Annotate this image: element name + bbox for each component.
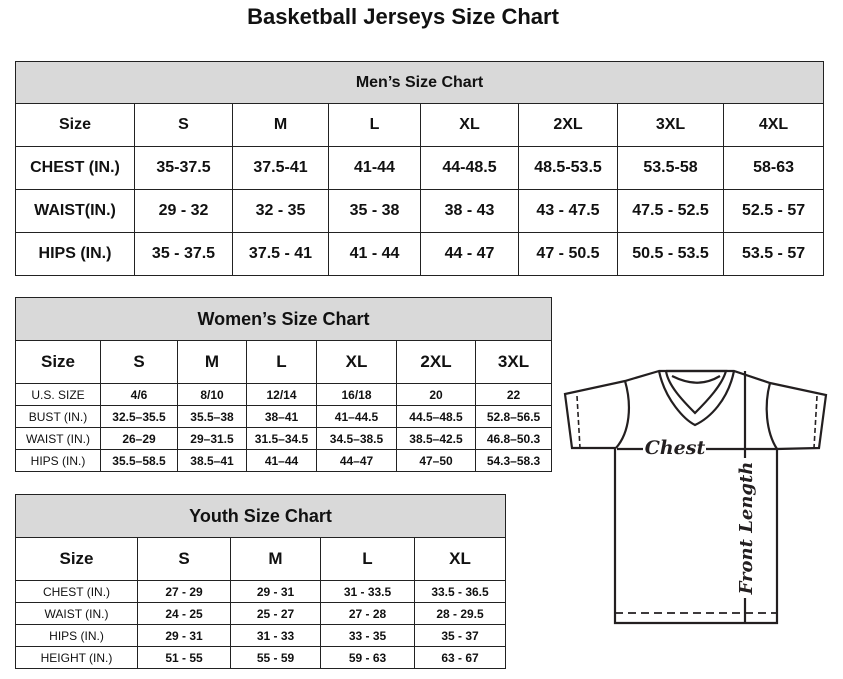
table-cell: 41 - 44	[328, 232, 421, 276]
column-header: L	[328, 103, 421, 147]
table-cell: 35.5–38	[177, 405, 247, 428]
column-header: L	[246, 340, 317, 384]
table-cell: 35 - 38	[328, 189, 421, 233]
header-row: Size S M L XL 2XL 3XL 4XL	[15, 103, 825, 147]
table-row: HEIGHT (IN.) 51 - 55 55 - 59 59 - 63 63 - 67	[15, 646, 507, 669]
column-header: Size	[15, 537, 138, 581]
row-label: WAIST(IN.)	[15, 189, 135, 233]
table-cell: 33.5 - 36.5	[413, 580, 507, 603]
row-label: HIPS (IN.)	[15, 232, 135, 276]
row-label: HIPS (IN.)	[15, 449, 101, 472]
column-header: 2XL	[518, 103, 618, 147]
front-length-label: Front Length	[736, 462, 757, 596]
table-row: CHEST (IN.) 35-37.5 37.5-41 41-44 44-48.5 48.…	[15, 146, 825, 190]
table-cell: 38–41	[246, 405, 317, 428]
table-row: WAIST(IN.) 29 - 32 32 - 35 35 - 38 38 - 43 43…	[15, 189, 825, 233]
table-row: HIPS (IN.) 35 - 37.5 37.5 - 41 41 - 44 44 - …	[15, 232, 825, 276]
table-cell: 26–29	[100, 427, 178, 450]
table-cell: 53.5 - 57	[722, 232, 825, 276]
table-cell: 35 - 37.5	[134, 232, 233, 276]
table-cell: 37.5 - 41	[232, 232, 329, 276]
page-title: Basketball Jerseys Size Chart	[247, 4, 559, 29]
table-cell: 31.5–34.5	[246, 427, 317, 450]
womens-size-table: Women’s Size Chart Size S M L XL 2XL 3XL U.S. S…	[14, 297, 553, 472]
table-cell: 63 - 67	[413, 646, 507, 669]
header-row: Size S M L XL	[15, 537, 507, 581]
column-header: S	[137, 537, 231, 581]
table-cell: 38 - 43	[420, 189, 519, 233]
mens-table-title: Men’s Size Chart	[14, 61, 825, 104]
table-cell: 51 - 55	[137, 646, 231, 669]
table-cell: 53.5-58	[617, 146, 724, 190]
header-row: Size S M L XL 2XL 3XL	[15, 340, 553, 384]
youth-size-table: Youth Size Chart Size S M L XL CHEST (IN.) 27 …	[14, 494, 507, 669]
table-cell: 31 - 33	[230, 624, 321, 647]
jersey-outline	[563, 369, 828, 625]
table-cell: 44-48.5	[420, 146, 519, 190]
table-cell: 38.5–42.5	[396, 427, 476, 450]
table-cell: 29 - 31	[137, 624, 231, 647]
table-cell: 48.5-53.5	[518, 146, 618, 190]
table-cell: 24 - 25	[137, 602, 231, 625]
table-cell: 32 - 35	[232, 189, 329, 233]
table-cell: 58-63	[722, 146, 825, 190]
youth-table-title: Youth Size Chart	[14, 494, 507, 538]
table-cell: 38.5–41	[177, 449, 247, 472]
table-row: U.S. SIZE 4/6 8/10 12/14 16/18 20 22	[15, 383, 553, 406]
table-cell: 52.5 - 57	[722, 189, 825, 233]
mens-size-table: Men’s Size Chart Size S M L XL 2XL 3XL 4XL CHEST…	[14, 61, 825, 276]
table-cell: 41–44	[246, 449, 317, 472]
table-cell: 54.3–58.3	[474, 449, 553, 472]
table-cell: 52.8–56.5	[474, 405, 553, 428]
table-cell: 25 - 27	[230, 602, 321, 625]
table-row: WAIST (IN.) 26–29 29–31.5 31.5–34.5 34.5–38.…	[15, 427, 553, 450]
column-header: 2XL	[396, 340, 476, 384]
table-cell: 41-44	[328, 146, 421, 190]
row-label: BUST (IN.)	[15, 405, 101, 428]
table-cell: 29–31.5	[177, 427, 247, 450]
table-cell: 46.8–50.3	[474, 427, 553, 450]
table-row: WAIST (IN.) 24 - 25 25 - 27 27 - 28 28 - 29.…	[15, 602, 507, 625]
table-cell: 44.5–48.5	[396, 405, 476, 428]
table-cell: 43 - 47.5	[518, 189, 618, 233]
row-label: WAIST (IN.)	[15, 602, 138, 625]
table-cell: 34.5–38.5	[316, 427, 397, 450]
column-header: M	[230, 537, 321, 581]
column-header: S	[134, 103, 233, 147]
column-header: XL	[413, 537, 507, 581]
row-label: CHEST (IN.)	[15, 146, 135, 190]
chest-label: Chest	[645, 437, 706, 459]
table-cell: 47–50	[396, 449, 476, 472]
table-cell: 55 - 59	[230, 646, 321, 669]
column-header: XL	[420, 103, 519, 147]
table-cell: 28 - 29.5	[413, 602, 507, 625]
row-label: HEIGHT (IN.)	[15, 646, 138, 669]
table-row: BUST (IN.) 32.5–35.5 35.5–38 38–41 41–44.5 44…	[15, 405, 553, 428]
table-cell: 47 - 50.5	[518, 232, 618, 276]
table-row: CHEST (IN.) 27 - 29 29 - 31 31 - 33.5 33.5 -…	[15, 580, 507, 603]
column-header: 3XL	[617, 103, 724, 147]
column-header: Size	[15, 340, 101, 384]
table-cell: 27 - 29	[137, 580, 231, 603]
table-cell: 59 - 63	[320, 646, 415, 669]
table-row: HIPS (IN.) 35.5–58.5 38.5–41 41–44 44–47 47–5…	[15, 449, 553, 472]
column-header: M	[232, 103, 329, 147]
column-header: L	[320, 537, 415, 581]
table-cell: 33 - 35	[320, 624, 415, 647]
